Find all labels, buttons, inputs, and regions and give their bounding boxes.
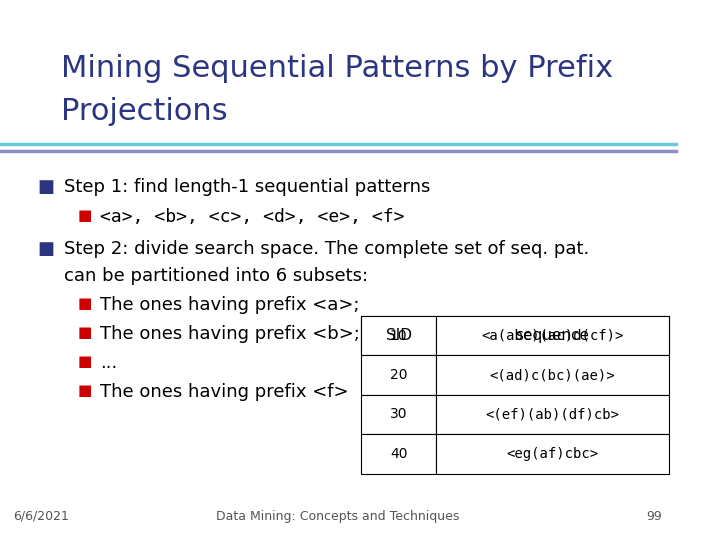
Bar [361,316,436,355]
Text: <a>, <b>, <c>, <d>, <e>, <f>: <a>, <b>, <c>, <d>, <e>, <f> [100,208,405,226]
Text: Mining Sequential Patterns by Prefix: Mining Sequential Patterns by Prefix [60,54,613,83]
Text: ■: ■ [78,296,92,311]
Bar [436,395,669,434]
Bar [436,434,669,474]
Text: 20: 20 [390,368,408,382]
Text: <a(abc)(ac)d(cf)>: <a(abc)(ac)d(cf)> [481,329,624,342]
Text: ...: ... [100,354,117,372]
Text: Step 1: find length-1 sequential patterns: Step 1: find length-1 sequential pattern… [64,178,431,196]
Bar [436,316,669,355]
Text: 6/6/2021: 6/6/2021 [14,510,69,523]
Bar [361,434,436,474]
Text: Data Mining: Concepts and Techniques: Data Mining: Concepts and Techniques [216,510,459,523]
Text: can be partitioned into 6 subsets:: can be partitioned into 6 subsets: [64,267,369,285]
Text: ■: ■ [37,240,54,258]
Text: <(ef)(ab)(df)cb>: <(ef)(ab)(df)cb> [485,408,619,421]
Bar [361,316,436,355]
Bar [436,355,669,395]
Text: ■: ■ [78,208,92,223]
Text: sequence: sequence [516,328,590,343]
Text: The ones having prefix <f>: The ones having prefix <f> [100,383,348,401]
Text: ■: ■ [78,325,92,340]
Text: SID: SID [386,328,412,343]
Text: 40: 40 [390,447,408,461]
Text: 10: 10 [390,329,408,342]
Text: ■: ■ [78,383,92,399]
Text: <eg(af)cbc>: <eg(af)cbc> [506,447,598,461]
Text: ■: ■ [37,178,54,196]
Text: ■: ■ [78,354,92,369]
Text: The ones having prefix <b>;: The ones having prefix <b>; [100,325,360,343]
Text: <(ad)c(bc)(ae)>: <(ad)c(bc)(ae)> [490,368,615,382]
Text: Projections: Projections [60,97,228,126]
Text: 99: 99 [647,510,662,523]
Text: Step 2: divide search space. The complete set of seq. pat.: Step 2: divide search space. The complet… [64,240,590,258]
Bar [436,316,669,355]
Bar [361,355,436,395]
Text: The ones having prefix <a>;: The ones having prefix <a>; [100,296,359,314]
Bar [361,395,436,434]
Text: 30: 30 [390,408,408,421]
